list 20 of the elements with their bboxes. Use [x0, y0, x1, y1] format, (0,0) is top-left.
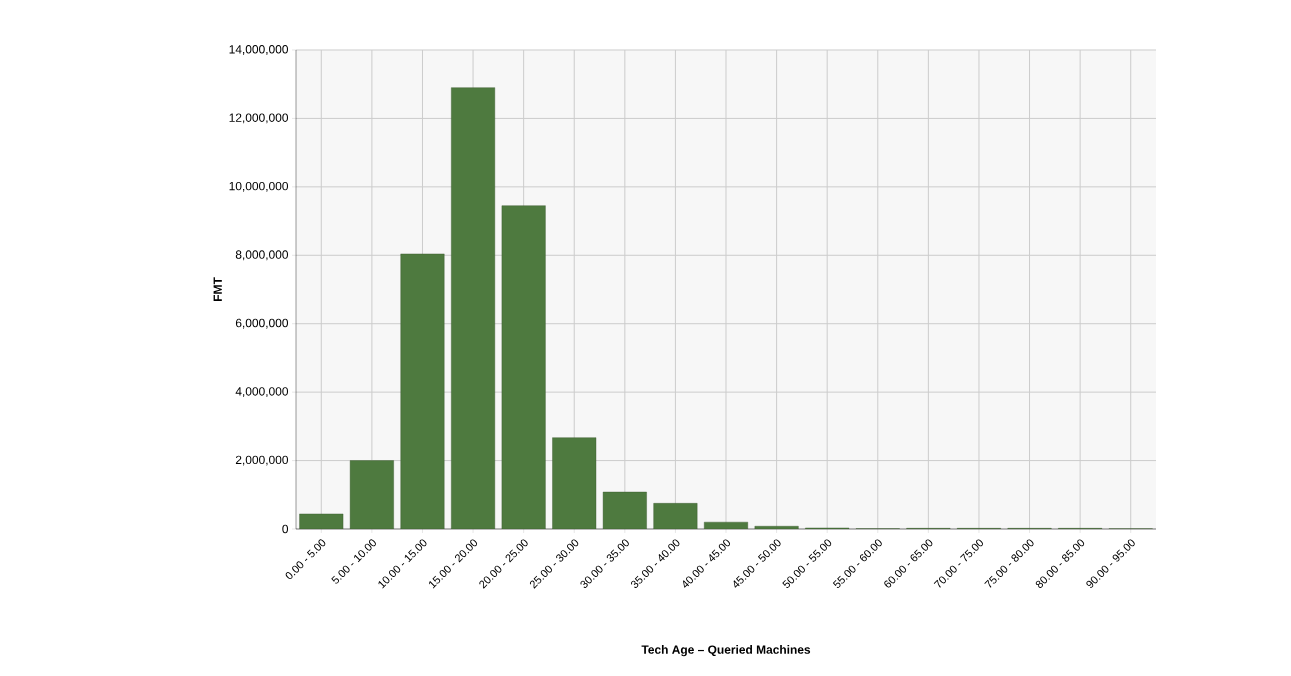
bar [602, 491, 647, 529]
bar [400, 253, 445, 529]
bar [653, 503, 698, 529]
y-tick-label: 2,000,000 [235, 455, 289, 466]
y-axis-title: FMT [213, 277, 222, 301]
bar [451, 87, 496, 529]
y-tick-label: 12,000,000 [229, 113, 289, 124]
y-tick-label: 6,000,000 [235, 318, 289, 329]
y-tick-label: 14,000,000 [229, 45, 289, 55]
bar [349, 460, 394, 529]
bar [704, 521, 748, 529]
y-tick-label: 4,000,000 [235, 387, 289, 398]
bar [552, 437, 597, 529]
bar [501, 205, 546, 529]
y-tick-label: 8,000,000 [235, 250, 289, 261]
bar [299, 513, 344, 529]
y-tick-label: 0 [282, 524, 289, 534]
bar [754, 526, 799, 529]
y-tick-label: 10,000,000 [229, 181, 289, 192]
x-axis-title: Tech Age – Queried Machines [641, 645, 811, 657]
